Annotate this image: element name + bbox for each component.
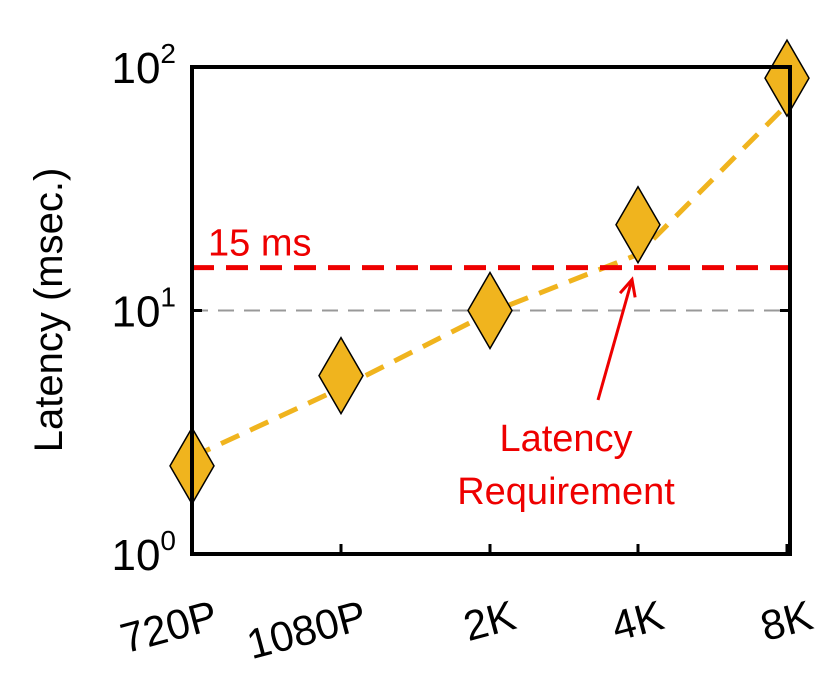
y-tick-label: 100 [111,525,176,580]
y-axis-ticks: 100 101 102 [111,38,790,580]
diamond-marker-8k [764,38,810,118]
x-tick-label-8k: 8K [756,591,818,650]
annotation-line-2: Requirement [457,471,675,513]
annotation-arrow [596,276,637,401]
markers [169,38,810,506]
x-tick-label-4k: 4K [607,591,669,650]
y-tick-label: 102 [111,38,176,93]
diamond-marker-4k [615,185,661,265]
x-tick-label-1080p: 1080P [242,591,371,668]
y-axis-label: Latency (msec.) [27,168,71,453]
x-axis-ticks: 720P 1080P 2K 4K 8K [115,544,817,668]
threshold-label: 15 ms [208,223,311,265]
annotation-line-1: Latency [499,418,632,460]
x-tick-label-720p: 720P [115,591,222,662]
y-tick-label: 101 [111,282,176,337]
diamond-marker-2k [467,271,513,350]
diamond-marker-1080p [318,336,364,416]
x-tick-label-2k: 2K [459,591,521,650]
